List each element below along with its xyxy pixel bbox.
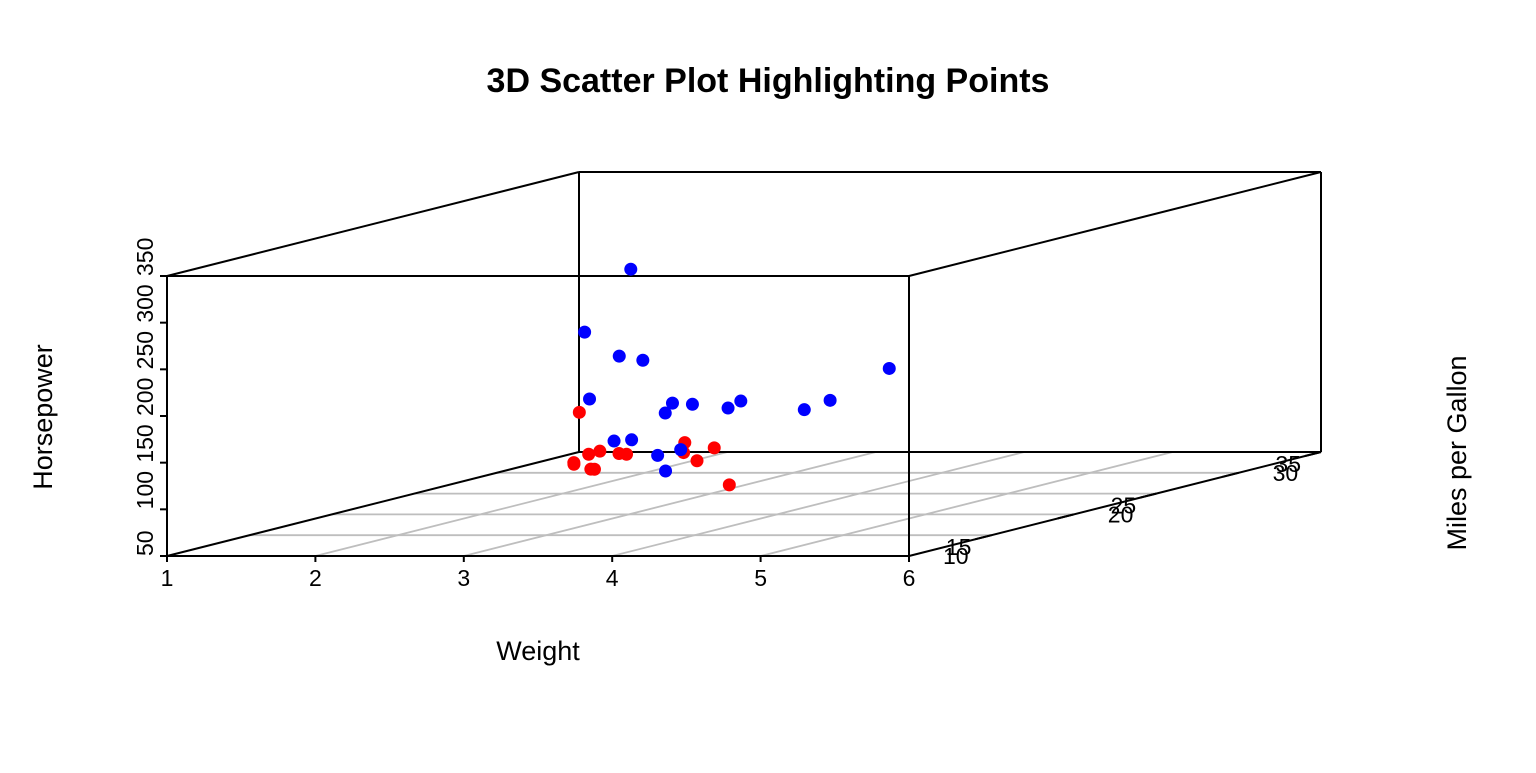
x-tick-label: 2	[309, 565, 322, 591]
data-point	[707, 441, 721, 455]
z-axis-label: Horsepower	[28, 344, 58, 490]
plot-box	[166, 171, 1322, 557]
y-tick-label: 25	[1111, 493, 1137, 519]
z-axis-ticks: 50 100 150 200 250 300 350	[132, 238, 167, 557]
z-tick-label: 200	[132, 378, 158, 416]
y-tick-mark	[1222, 471, 1239, 478]
x-axis-label: Weight	[496, 636, 580, 666]
data-point	[882, 361, 896, 375]
y-tick-mark	[1057, 513, 1075, 520]
data-point	[665, 396, 679, 410]
z-tick-label: 100	[132, 471, 158, 509]
data-point	[797, 403, 811, 417]
z-tick-label: 250	[132, 331, 158, 369]
floor-grid	[249, 451, 1239, 557]
data-point	[593, 444, 607, 458]
x-tick-label: 6	[903, 565, 916, 591]
y-tick-mark	[1304, 451, 1322, 457]
data-point	[578, 325, 592, 339]
data-point	[612, 349, 626, 363]
data-point	[612, 447, 626, 461]
data-point	[567, 457, 581, 471]
grid-line-x	[315, 451, 728, 557]
data-point	[625, 433, 639, 447]
x-axis-ticks: 1 2 3 4 5 6	[161, 556, 916, 591]
data-point	[690, 454, 704, 468]
data-point	[674, 443, 688, 457]
data-point	[572, 405, 586, 419]
z-tick-label: 50	[132, 530, 158, 556]
y-tick-label: 20	[1108, 501, 1134, 527]
z-tick-label: 300	[132, 284, 158, 322]
data-point	[658, 406, 672, 420]
data-point	[582, 447, 596, 461]
chart-title: 3D Scatter Plot Highlighting Points	[487, 62, 1050, 100]
data-point	[583, 392, 597, 406]
data-point	[722, 478, 736, 492]
x-tick-label: 1	[161, 565, 174, 591]
grid-line-x	[611, 451, 1025, 557]
data-point	[607, 434, 621, 448]
data-point	[659, 464, 673, 478]
grid-line-x	[760, 451, 1173, 557]
data-point	[823, 393, 837, 407]
data-point	[721, 401, 735, 415]
y-tick-label: 15	[946, 534, 972, 560]
y-tick-mark	[975, 534, 992, 541]
box-edge	[166, 171, 580, 277]
y-tick-label: 35	[1275, 451, 1301, 477]
data-point	[636, 353, 650, 367]
grid-line-x	[463, 451, 877, 557]
z-tick-label: 150	[132, 424, 158, 462]
box-edge	[908, 171, 1322, 277]
y-tick-label: 10	[943, 543, 969, 569]
data-point	[624, 262, 638, 276]
box-edge	[166, 451, 580, 557]
data-points	[567, 262, 896, 492]
x-tick-label: 4	[606, 565, 619, 591]
data-point	[584, 462, 598, 476]
y-tick-mark	[1139, 492, 1157, 499]
x-tick-label: 3	[457, 565, 470, 591]
y-axis-label: Miles per Gallon	[1442, 355, 1472, 550]
z-tick-label: 350	[132, 238, 158, 276]
x-tick-label: 5	[754, 565, 767, 591]
y-tick-label: 30	[1273, 460, 1299, 486]
data-point	[685, 397, 699, 411]
data-point	[734, 394, 748, 408]
data-point	[651, 448, 665, 462]
